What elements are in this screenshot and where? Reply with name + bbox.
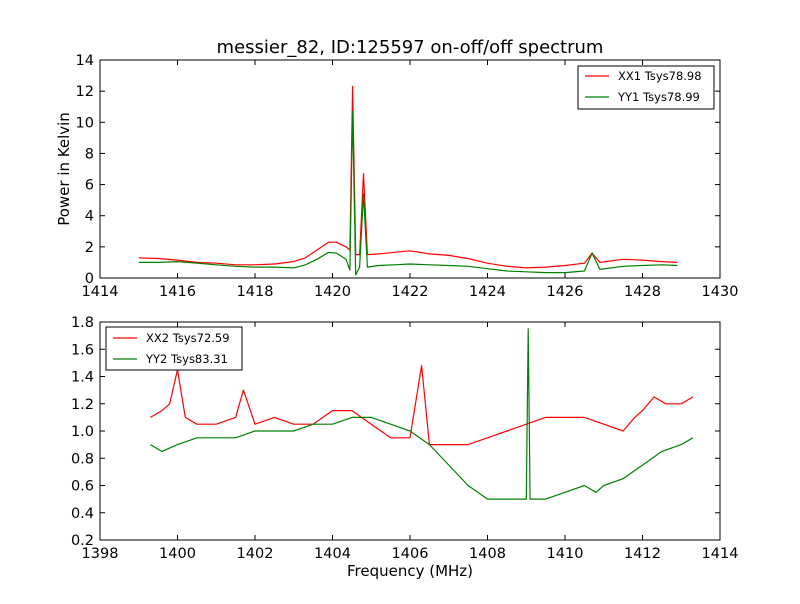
chart2-xtick-label: 1412	[624, 546, 661, 562]
chart2-xtick-label: 1414	[702, 546, 739, 562]
chart1-xtick-label: 1414	[82, 284, 119, 300]
chart2-ytick-label: 0.8	[71, 451, 94, 467]
chart1-xtick-label: 1430	[702, 284, 739, 300]
chart1-ytick-label: 12	[76, 84, 94, 100]
chart1-xtick-label: 1422	[392, 284, 429, 300]
chart1-ytick-label: 0	[85, 271, 94, 287]
chart2-xtick-label: 1402	[237, 546, 274, 562]
chart1-ytick-label: 4	[85, 209, 94, 225]
chart2-xlabel: Frequency (MHz)	[347, 562, 473, 580]
chart2-legend-label-xx2: XX2 Tsys72.59	[146, 331, 230, 345]
chart1-xtick-label: 1416	[159, 284, 196, 300]
chart1-plot-frame	[99, 59, 721, 279]
chart2-xtick-label: 1408	[469, 546, 506, 562]
chart1-xtick-label: 1428	[624, 284, 661, 300]
chart2-ytick-label: 1.2	[71, 397, 94, 413]
chart2-xtick-label: 1406	[392, 546, 429, 562]
chart2-ytick-label: 0.2	[71, 533, 94, 549]
chart1-ytick-label: 8	[85, 146, 94, 162]
chart1-legend: XX1 Tsys78.98 YY1 Tsys78.99	[577, 65, 715, 110]
chart2-xtick-label: 1410	[547, 546, 584, 562]
chart2-xtick-label: 1404	[314, 546, 351, 562]
chart1-ytick-label: 2	[85, 240, 94, 256]
chart2-ytick-label: 1.4	[71, 370, 94, 386]
chart1-series	[138, 85, 678, 276]
chart1-ylabel: Power in Kelvin	[55, 112, 73, 226]
chart2-legend-box	[105, 326, 243, 371]
chart1-axes: 1414 1416 1418 1420 1422 1424 1426 1428 1430 0 2 4 6…	[76, 53, 739, 300]
chart2-ytick-label: 1.6	[71, 342, 94, 358]
chart2-series-line-1	[150, 328, 694, 500]
chart2-ytick-label: 0.4	[71, 506, 94, 522]
chart1-xtick-label: 1418	[237, 284, 274, 300]
chart2-ytick-label: 1.0	[71, 424, 94, 440]
chart1-legend-label-xx1: XX1 Tsys78.98	[618, 69, 702, 83]
chart1-legend-label-yy1: YY1 Tsys78.99	[617, 90, 700, 104]
chart1-series-line-0	[138, 85, 678, 269]
chart2-xtick-label: 1400	[159, 546, 196, 562]
chart2-xtick-label: 1398	[82, 546, 119, 562]
chart1-title: messier_82, ID:125597 on-off/off spectru…	[217, 37, 604, 58]
chart1-xtick-label: 1420	[314, 284, 351, 300]
chart2-axes: 1398 1400 1402 1404 1406 1408 1410 1412 1414 0.2 0…	[71, 315, 739, 562]
chart2-legend-label-yy2: YY2 Tsys83.31	[145, 352, 228, 366]
chart1-legend-box	[577, 65, 715, 110]
chart1-series-line-1	[138, 110, 678, 276]
chart1-ytick-label: 6	[85, 178, 94, 194]
chart2-legend: XX2 Tsys72.59 YY2 Tsys83.31	[105, 326, 243, 371]
chart2-ytick-label: 0.6	[71, 479, 94, 495]
chart1-ytick-label: 10	[76, 115, 94, 131]
chart2-plot-frame	[99, 321, 721, 541]
chart2-ytick-label: 1.8	[71, 315, 94, 331]
chart2-series	[150, 328, 694, 500]
chart1-xtick-label: 1426	[547, 284, 584, 300]
chart1-ytick-label: 14	[76, 53, 94, 69]
chart2-series-line-0	[150, 365, 694, 446]
chart1-xtick-label: 1424	[469, 284, 506, 300]
